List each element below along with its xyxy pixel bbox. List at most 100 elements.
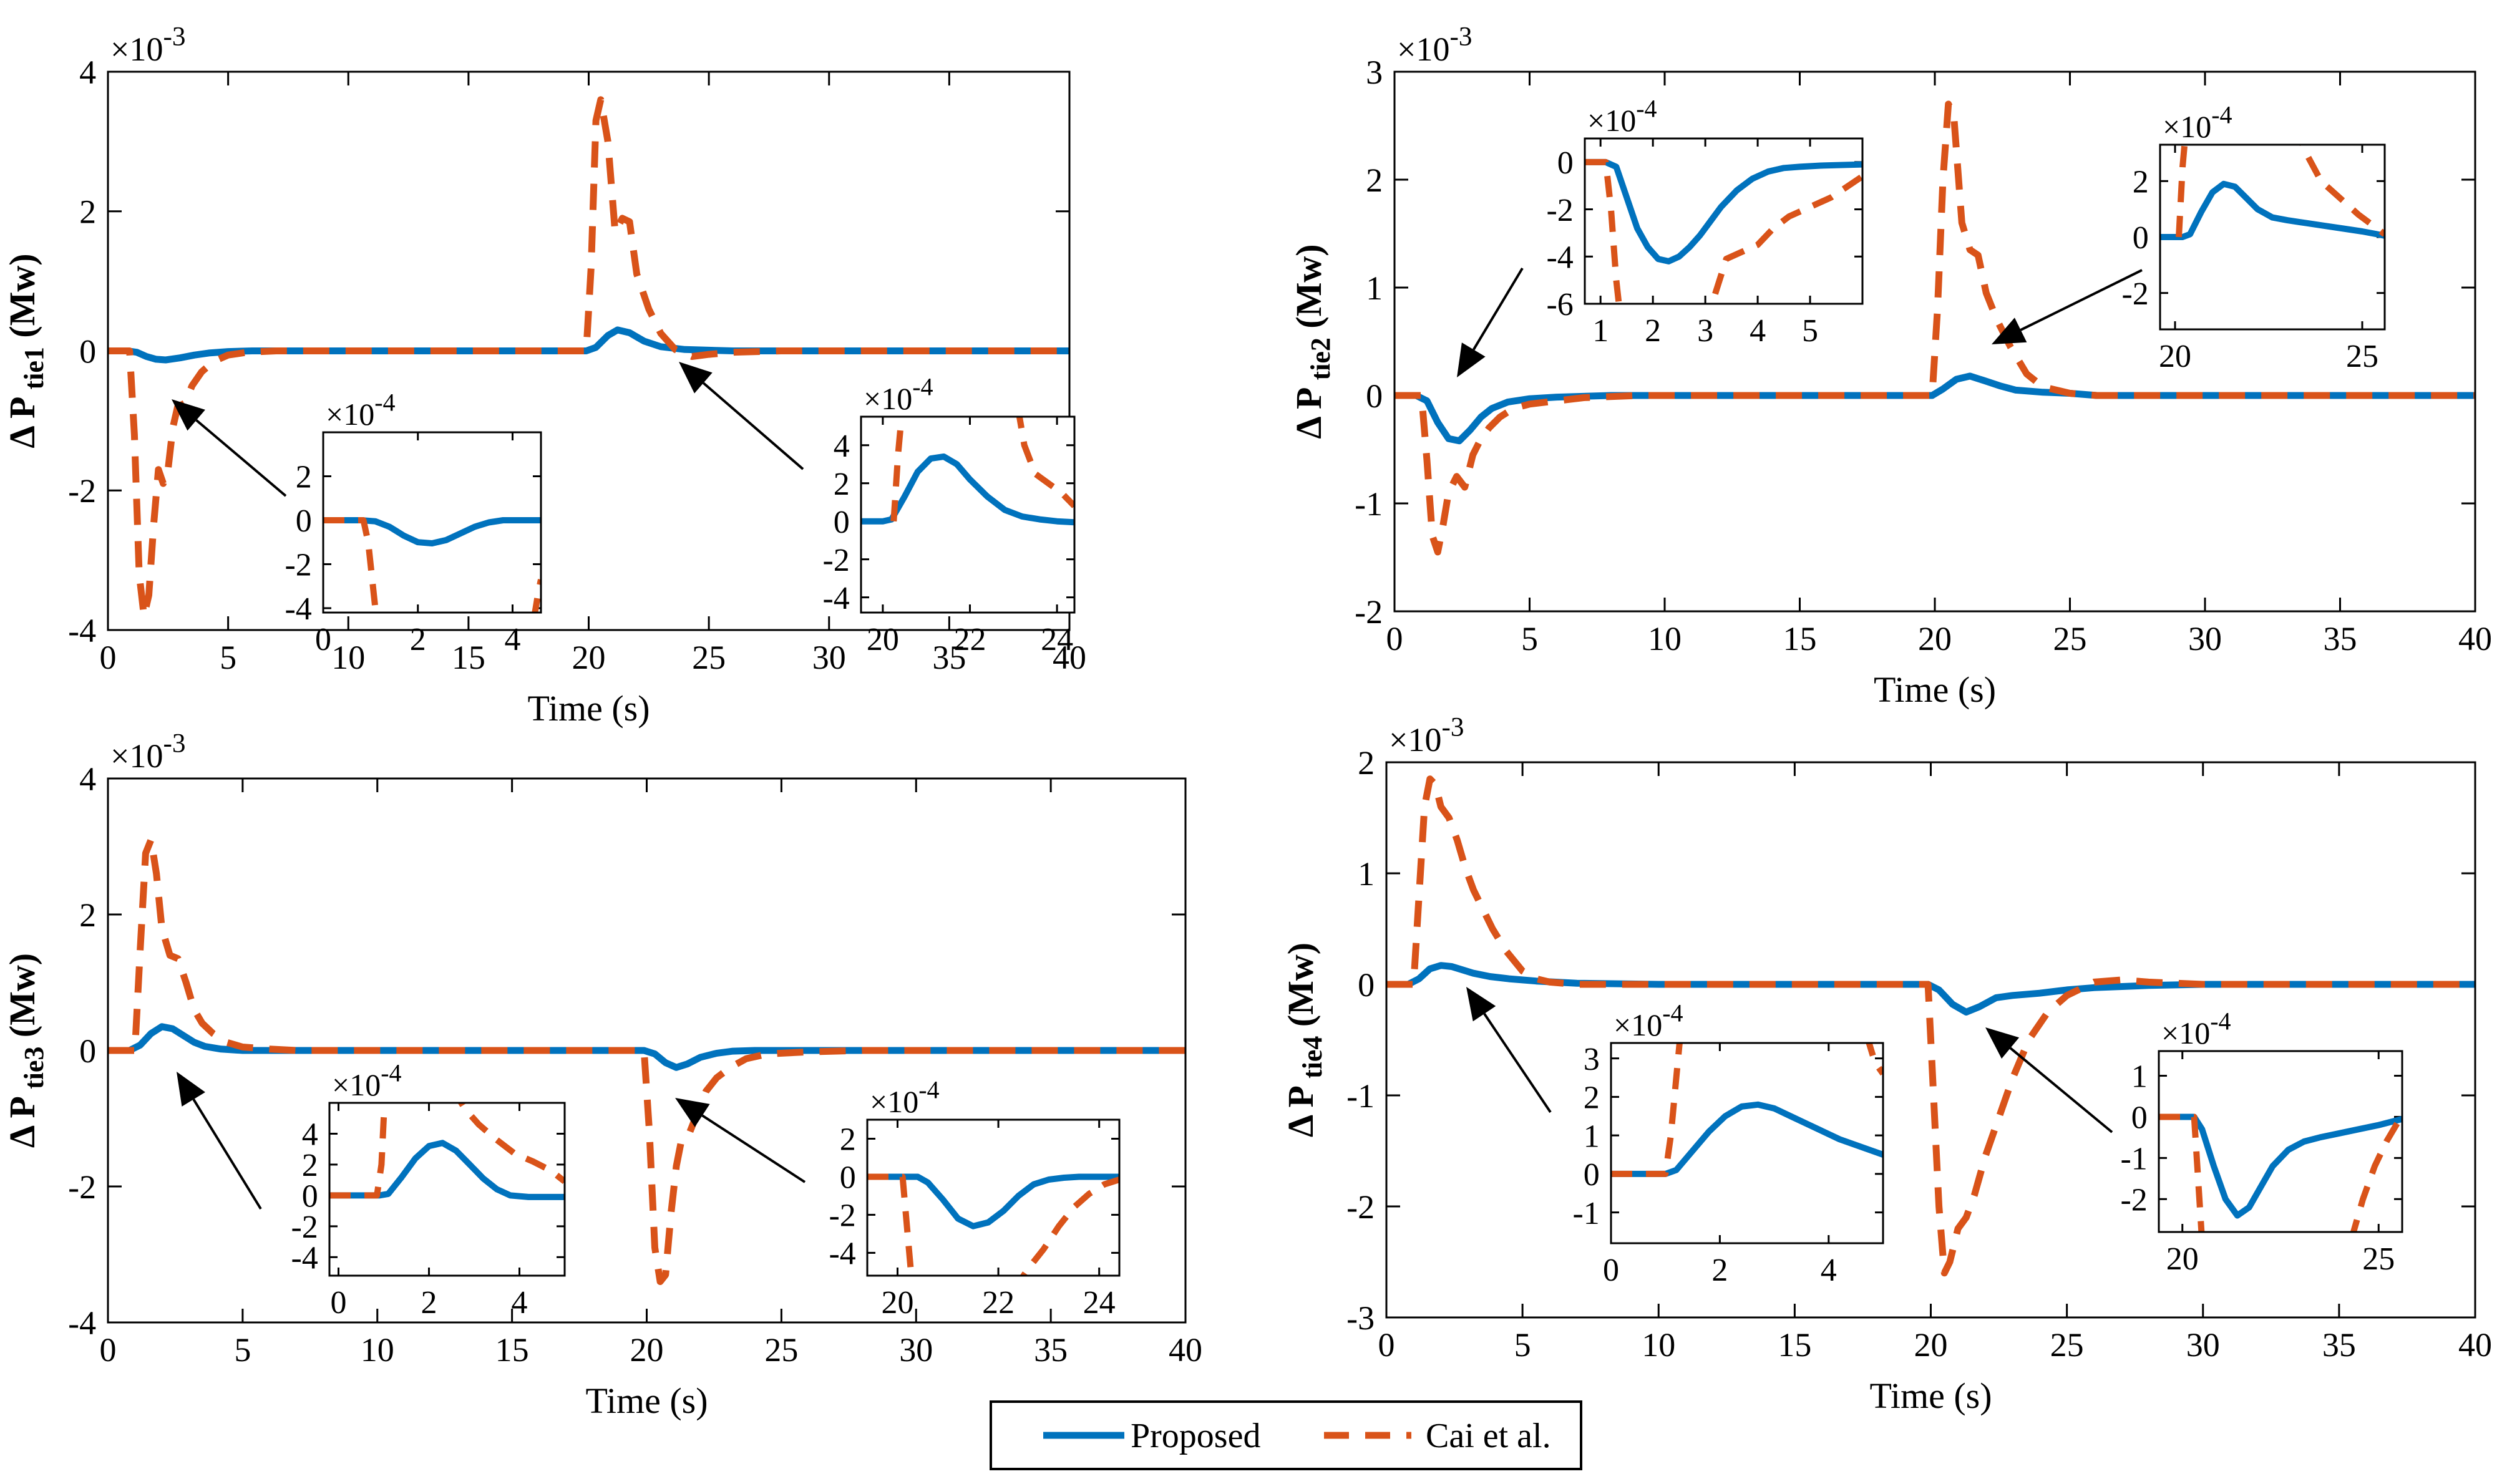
panel-top-right-inset0-axes-frame <box>1584 137 1864 305</box>
panel-bottom-right-inset1-xtick-label: 20 <box>2166 1241 2199 1277</box>
panel-bottom-left-inset1-series-line-cai <box>867 1173 915 1276</box>
panel-bottom-left-inset0-exponent-label: ×10-4 <box>332 1059 402 1103</box>
panel-bottom-right-inset1-series-line-proposed <box>2159 1113 2402 1219</box>
panel-top-right-inset1-series-group <box>2160 145 2385 240</box>
panel-top-right-inset1-arrow-line <box>2020 269 2143 331</box>
panel-bottom-left-inset1-arrow-head <box>675 1098 710 1127</box>
panel-top-right-inset0-xtick-label: 2 <box>1645 313 1661 349</box>
panel-bottom-left-inset0-arrow-line <box>192 1098 262 1210</box>
panel-top-left-inset1-ytick-label: -2 <box>822 543 849 578</box>
panel-bottom-right-ytick-label: -3 <box>1346 1299 1375 1337</box>
panel-bottom-right-inset0-axes-frame <box>1610 1042 1884 1244</box>
panel-top-right-xlabel: Time (s) <box>1874 669 1996 710</box>
panel-top-right-inset0-xtick-label: 4 <box>1750 313 1766 349</box>
panel-top-right-inset1-exponent-label: ×10-4 <box>2163 101 2232 145</box>
panel-top-right-xtick-label: 5 <box>1521 620 1538 657</box>
panel-bottom-right-inset0-xtick-label: 0 <box>1603 1253 1619 1288</box>
panel-bottom-left-inset0-xtick-label: 2 <box>421 1285 437 1321</box>
panel-top-right-inset0-xtick-label: 5 <box>1802 313 1818 349</box>
panel-top-right-inset1-series-line-cai <box>2176 145 2188 238</box>
panel-bottom-right-inset0-xtick-label: 4 <box>1821 1253 1837 1288</box>
panel-top-left-axes-frame <box>107 70 1071 631</box>
panel-bottom-right-inset1-plot-area <box>2159 1051 2402 1232</box>
panel-top-left-inset0-exponent-label: ×10-4 <box>326 389 396 432</box>
panel-bottom-right-inset0-arrow-line <box>1483 1013 1552 1113</box>
panel-top-right-xtick-label: 15 <box>1783 620 1817 657</box>
panel-top-left-ytick-label: 0 <box>79 332 96 370</box>
panel-top-right-ytick-label: -2 <box>1355 593 1383 631</box>
panel-bottom-right-inset1-ytick-label: 0 <box>2131 1100 2148 1136</box>
panel-top-left-ytick-label: -4 <box>68 612 96 649</box>
panel-bottom-right-inset0-arrow-head <box>1466 987 1496 1022</box>
panel-top-left-inset0-series-line-cai <box>323 517 379 613</box>
panel-bottom-left-series-line-cai <box>108 836 1185 1286</box>
panel-top-left-xtick-label: 10 <box>331 639 365 676</box>
panel-bottom-right-inset1-series-group <box>2159 1113 2402 1232</box>
panel-top-left-inset0-series-line-proposed <box>323 517 541 546</box>
panel-top-right-series-line-proposed <box>1395 372 2475 445</box>
panel-bottom-right-inset0-plot-area <box>1611 1043 1883 1243</box>
panel-top-left-inset1-xtick-label: 24 <box>1041 622 1073 657</box>
panel-bottom-left-xtick-label: 40 <box>1169 1331 1202 1369</box>
panel-top-left-exponent-label: ×10-3 <box>110 22 185 68</box>
panel-top-left-ylabel: Δ P tie1 (Mw) <box>2 253 49 448</box>
panel-top-left-ytick-label: 2 <box>79 193 96 231</box>
legend-label-proposed: Proposed <box>1131 1417 1260 1455</box>
panel-bottom-right-ytick-label: 0 <box>1358 966 1375 1004</box>
panel-bottom-left-ytick-label: 4 <box>79 760 96 798</box>
panel-bottom-left-inset0-ytick-label: 4 <box>302 1117 318 1153</box>
panel-top-left-xtick-label: 30 <box>812 639 846 676</box>
panel-bottom-left-xtick-label: 25 <box>764 1331 798 1369</box>
panel-bottom-right-inset0-series-line-cai <box>1866 1043 1883 1076</box>
panel-top-left-series-group <box>108 96 1069 620</box>
panel-top-left-inset1-xtick-label: 22 <box>953 622 986 657</box>
panel-bottom-right-xtick-label: 30 <box>2186 1326 2220 1364</box>
panel-top-right-inset0-xtick-label: 3 <box>1697 313 1713 349</box>
panel-bottom-left-inset0-plot-area <box>329 1103 565 1276</box>
panel-top-left-inset1-exponent-label: ×10-4 <box>864 373 933 417</box>
panel-top-left-xtick-label: 20 <box>572 639 606 676</box>
panel-top-right-series-line-cai <box>1395 100 2475 556</box>
panel-bottom-left-inset1-xtick-label: 20 <box>881 1285 913 1321</box>
panel-bottom-left-inset0-series-group <box>329 1103 565 1200</box>
panel-bottom-right-inset1-ytick-label: 1 <box>2131 1059 2148 1095</box>
panel-bottom-left-series-group <box>108 836 1185 1286</box>
panel-bottom-right-inset0-series-group <box>1611 1043 1883 1177</box>
panel-bottom-left-inset0-xtick-label: 4 <box>512 1285 528 1321</box>
panel-bottom-left-xtick-label: 15 <box>495 1331 529 1369</box>
panel-top-right-inset1-xtick-label: 20 <box>2159 339 2191 374</box>
panel-top-left-xtick-label: 40 <box>1053 639 1086 676</box>
panel-bottom-left-inset1-series-line-proposed <box>867 1173 1119 1229</box>
panel-bottom-right-inset1-series-line-cai <box>2159 1113 2205 1232</box>
panel-bottom-right-xtick-label: 40 <box>2458 1326 2492 1364</box>
panel-top-left-ytick-label: 4 <box>79 54 96 91</box>
panel-bottom-left-inset0-series-line-cai <box>329 1103 388 1199</box>
panel-bottom-left-xtick-label: 10 <box>361 1331 394 1369</box>
panel-bottom-left-ytick-label: -4 <box>68 1304 96 1342</box>
panel-top-right-inset0-series-line-cai <box>1585 158 1622 304</box>
panel-bottom-left-ytick-label: -2 <box>68 1168 96 1206</box>
panel-top-right-inset1-xtick-label: 25 <box>2346 339 2378 374</box>
panel-bottom-left-inset0-ytick-label: 0 <box>302 1179 318 1215</box>
panel-top-left-inset0-xtick-label: 2 <box>410 622 426 657</box>
panel-bottom-right-inset0-ytick-label: 3 <box>1584 1042 1600 1077</box>
panel-top-right-inset0-xtick-label: 1 <box>1592 313 1609 349</box>
legend-label-cai: Cai et al. <box>1426 1417 1551 1455</box>
panel-top-right-xtick-label: 35 <box>2324 620 2357 657</box>
panel-bottom-left-exponent-label: ×10-3 <box>110 729 185 775</box>
panel-bottom-left-inset1-ytick-label: -2 <box>829 1198 855 1234</box>
panel-bottom-right-axes-frame <box>1385 761 2476 1319</box>
panel-top-right-inset0-series-line-cai <box>1709 173 1862 304</box>
panel-bottom-left-inset1-ytick-label: 0 <box>840 1160 856 1196</box>
panel-top-right-xtick-label: 40 <box>2458 620 2492 657</box>
panel-top-left-inset0-xtick-label: 4 <box>504 622 520 657</box>
panel-top-left-xtick-label: 25 <box>692 639 726 676</box>
panel-top-right-ytick-label: 1 <box>1366 269 1383 307</box>
panel-top-right-ylabel: Δ P tie2 (Mw) <box>1288 244 1336 439</box>
panel-bottom-left-ytick-label: 0 <box>79 1032 96 1070</box>
